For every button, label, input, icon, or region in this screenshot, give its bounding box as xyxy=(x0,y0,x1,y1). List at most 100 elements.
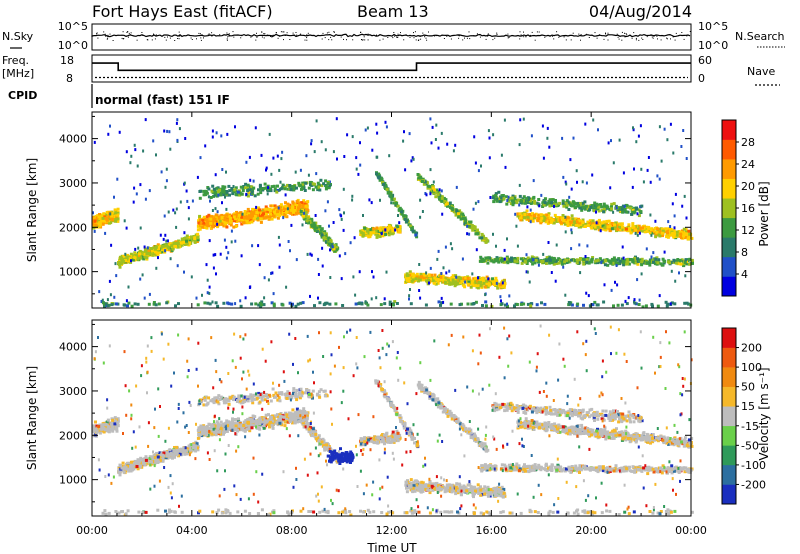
power-speckle xyxy=(164,233,167,237)
power-echo xyxy=(335,246,339,249)
noise-search-dot xyxy=(363,36,365,38)
power-echo xyxy=(360,231,364,235)
power-speckle xyxy=(284,193,287,197)
power-echo xyxy=(204,193,208,197)
noise-search-dot xyxy=(376,34,377,36)
power-speckle xyxy=(526,205,529,209)
power-echo xyxy=(217,218,221,222)
power-echo xyxy=(213,191,217,195)
noise-search-dot xyxy=(466,37,468,39)
power-echo xyxy=(532,195,536,199)
power-speckle xyxy=(585,291,588,295)
power-speckle xyxy=(227,251,230,255)
noise-search-dot xyxy=(496,33,498,35)
power-echo xyxy=(157,245,160,249)
power-echo xyxy=(226,218,229,222)
noise-search-dot xyxy=(651,36,653,38)
power-echo xyxy=(319,231,322,235)
power-echo xyxy=(690,262,694,265)
power-speckle xyxy=(364,300,367,304)
power-echo xyxy=(116,219,120,223)
power-echo xyxy=(479,255,483,259)
power-echo xyxy=(485,279,489,283)
power-speckle xyxy=(612,161,615,165)
power-echo xyxy=(214,213,218,217)
power-speckle xyxy=(506,237,508,241)
power-speckle xyxy=(614,280,616,284)
power-echo xyxy=(629,206,633,210)
power-echo xyxy=(292,188,296,192)
power-echo xyxy=(298,203,302,206)
noise-search-dot xyxy=(689,31,691,32)
power-echo xyxy=(375,226,379,230)
power-speckle xyxy=(562,175,565,179)
power-speckle xyxy=(581,180,584,184)
power-speckle xyxy=(631,185,634,189)
power-echo xyxy=(196,224,200,228)
power-echo xyxy=(201,218,205,222)
power-speckle xyxy=(130,259,132,263)
power-echo xyxy=(320,233,324,237)
power-speckle xyxy=(683,194,686,198)
power-echo xyxy=(250,302,254,306)
power-speckle xyxy=(175,207,178,211)
power-echo xyxy=(220,222,224,226)
power-speckle xyxy=(212,266,215,270)
power-echo xyxy=(476,286,480,290)
power-speckle xyxy=(223,238,226,242)
power-speckle xyxy=(477,169,480,173)
power-echo xyxy=(320,235,324,239)
noise-search-dot xyxy=(219,34,221,36)
power-echo xyxy=(199,222,203,226)
power-echo xyxy=(451,281,455,285)
power-echo xyxy=(185,239,188,243)
power-echo xyxy=(246,194,250,198)
power-speckle xyxy=(220,134,223,138)
power-echo xyxy=(361,232,365,236)
power-speckle xyxy=(125,226,128,230)
power-speckle xyxy=(667,220,670,224)
power-speckle xyxy=(183,270,185,274)
power-echo xyxy=(291,200,295,204)
power-speckle xyxy=(324,240,327,244)
power-echo xyxy=(390,197,394,201)
power-echo xyxy=(476,284,480,287)
power-echo xyxy=(526,215,530,219)
power-speckle xyxy=(303,211,306,215)
power-echo xyxy=(156,252,160,256)
power-speckle xyxy=(355,167,358,171)
power-echo xyxy=(147,302,151,306)
power-speckle xyxy=(137,246,140,250)
noise-search-dot xyxy=(306,34,308,36)
power-echo xyxy=(467,278,471,282)
power-echo xyxy=(391,231,395,235)
power-echo xyxy=(640,204,644,208)
power-speckle xyxy=(518,143,521,147)
power-speckle xyxy=(166,129,169,133)
power-speckle xyxy=(234,125,236,129)
power-echo xyxy=(419,175,423,179)
noise-search-dot xyxy=(284,35,286,36)
power-echo xyxy=(462,214,465,218)
power-speckle xyxy=(368,198,371,202)
power-echo xyxy=(97,217,101,221)
power-speckle xyxy=(329,276,332,279)
power-echo xyxy=(174,240,178,244)
power-echo xyxy=(630,212,634,216)
power-echo xyxy=(500,281,504,285)
power-echo xyxy=(682,227,686,231)
power-speckle xyxy=(344,252,347,256)
power-echo xyxy=(374,232,378,236)
noise-search-dot xyxy=(226,32,228,34)
power-speckle xyxy=(208,239,211,243)
power-speckle xyxy=(487,277,490,281)
power-speckle xyxy=(317,257,320,261)
power-echo xyxy=(272,184,276,188)
power-echo xyxy=(591,303,595,307)
power-echo xyxy=(487,282,491,286)
cpid-mode: normal (fast) 151 IF xyxy=(95,93,230,107)
noise-search-dot xyxy=(625,33,627,35)
power-echo xyxy=(654,235,658,239)
power-speckle xyxy=(618,138,621,142)
power-echo xyxy=(250,213,254,217)
